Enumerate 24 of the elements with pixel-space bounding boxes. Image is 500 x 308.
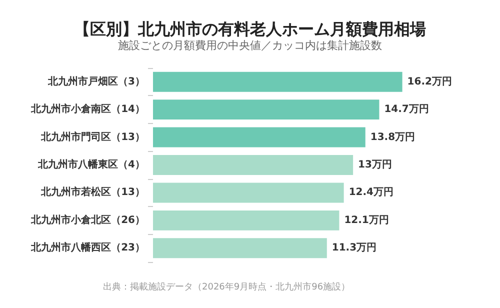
y-tick-label: 北九州市小倉北区（26） (30, 214, 145, 226)
bar (153, 238, 327, 258)
bar (153, 210, 340, 230)
data-label: 14.7万円 (384, 104, 429, 116)
source-note: 出典：掲載施設データ（2026年9月時点・北九州市96施設） (103, 282, 350, 292)
y-tick-label: 北九州市門司区（13） (40, 130, 145, 143)
bar (153, 155, 354, 175)
data-label: 13万円 (358, 160, 392, 170)
bar (153, 100, 380, 120)
y-tick-label: 北九州市若松区（13） (40, 186, 145, 198)
data-label: 13.8万円 (370, 132, 416, 143)
bar (153, 72, 402, 92)
bar (153, 127, 366, 148)
y-tick-label: 北九州市八幡西区（23） (30, 242, 145, 254)
y-tick-label: 北九州市八幡東区（4） (37, 158, 145, 170)
y-tick-label: 北九州市戸畑区（3） (47, 75, 145, 88)
chart-title: 【区別】北九州市の有料老人ホーム月額費用相場 (74, 20, 426, 38)
data-label: 12.1万円 (344, 214, 389, 226)
data-label: 12.4万円 (348, 187, 394, 198)
chart-subtitle: 施設ごとの月額費用の中央値／カッコ内は集計施設数 (118, 39, 382, 52)
y-tick-label: 北九州市小倉南区（14） (30, 103, 145, 116)
data-label: 11.3万円 (332, 242, 377, 254)
bar (153, 182, 344, 203)
data-label: 16.2万円 (407, 76, 452, 88)
